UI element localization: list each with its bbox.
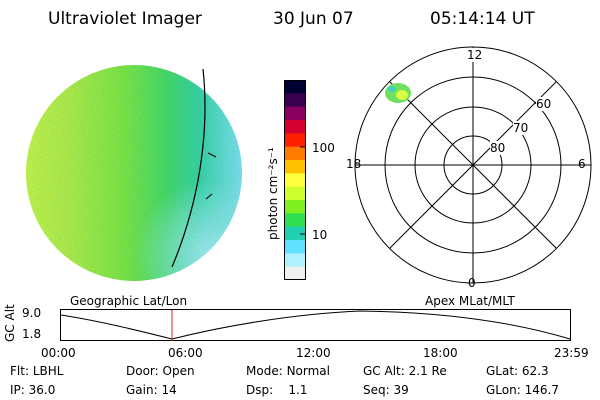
timeline-left-title: Geographic Lat/Lon [70, 294, 188, 308]
colorbar-band [284, 146, 306, 161]
info-gain: Gain: 14 [126, 383, 177, 397]
timeline-ytick-top: 9.0 [22, 306, 42, 320]
colorbar-band [284, 253, 306, 268]
date-label: 30 Jun 07 [273, 9, 354, 29]
colorbar-tick-100: 100 [312, 141, 335, 155]
colorbar-band [284, 93, 306, 108]
timeline-xtick-4: 23:59 [554, 346, 589, 360]
polar-plot [354, 46, 592, 284]
info-flt: Flt: LBHL [10, 364, 64, 378]
timeline-xtick-1: 06:00 [168, 346, 203, 360]
altitude-curve [60, 310, 571, 340]
timeline-xtick-0: 00:00 [41, 346, 76, 360]
mlt-label-6: 6 [578, 157, 586, 171]
app-title: Ultraviolet Imager [48, 9, 202, 29]
colorbar-band [284, 266, 306, 280]
terminator-line [171, 68, 206, 268]
colorbar-tick-10: 10 [312, 228, 328, 242]
colorbar-band [284, 226, 306, 241]
info-mode: Mode: Normal [246, 364, 330, 378]
info-door: Door: Open [126, 364, 195, 378]
colorbar-band [284, 133, 306, 148]
timeline-ylabel: GC Alt [3, 304, 17, 342]
info-seq: Seq: 39 [363, 383, 409, 397]
lat-label-80: 80 [490, 141, 506, 155]
colorbar-band [284, 120, 306, 134]
info-glon: GLon: 146.7 [486, 383, 559, 397]
info-dsp: Dsp: 1.1 [246, 383, 308, 397]
timeline-ytick-bottom: 1.8 [22, 327, 42, 341]
lat-label-70: 70 [513, 121, 529, 135]
colorbar-band [284, 173, 306, 188]
colorbar-band [284, 160, 306, 174]
info-glat: GLat: 62.3 [486, 364, 549, 378]
colorbar-band [284, 200, 306, 214]
timeline-plot [60, 309, 571, 341]
colorbar-band [284, 213, 306, 228]
timeline-xtick-3: 18:00 [423, 346, 458, 360]
colorbar [284, 80, 306, 280]
timeline-xtick-2: 12:00 [296, 346, 331, 360]
time-label: 05:14:14 UT [430, 9, 535, 29]
lat-label-60: 60 [536, 97, 552, 111]
colorbar-band [284, 106, 306, 121]
earth-disk-image [26, 65, 242, 281]
mlt-label-0: 0 [468, 276, 476, 290]
timeline-right-title: Apex MLat/MLT [425, 294, 515, 308]
colorbar-band [284, 80, 306, 94]
info-ip: IP: 36.0 [10, 383, 56, 397]
colorbar-band [284, 240, 306, 254]
colorbar-unit-label: photon cm⁻²s⁻¹ [266, 147, 280, 240]
mlt-label-12: 12 [467, 48, 483, 62]
aurora-patch [385, 83, 411, 103]
colorbar-band [284, 186, 306, 201]
info-gc-alt: GC Alt: 2.1 Re [363, 364, 447, 378]
mlt-label-18: 18 [346, 157, 362, 171]
